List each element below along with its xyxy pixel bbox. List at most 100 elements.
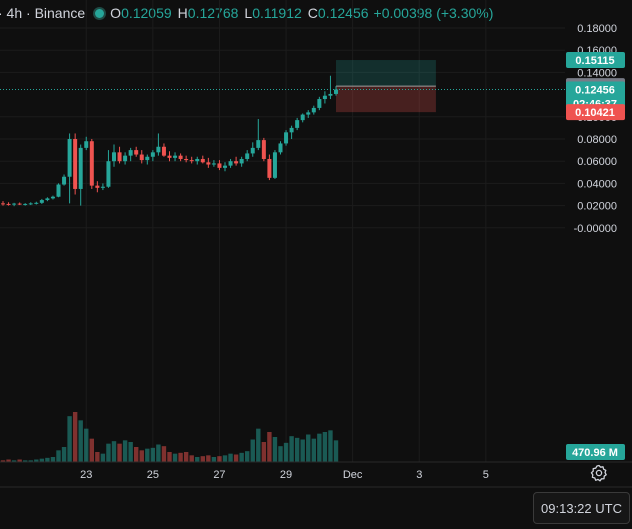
- candle-body: [106, 161, 111, 187]
- volume-bar: [34, 459, 39, 462]
- price-labels: 0.151150.127680.1245602:46:370.10421470.…: [566, 52, 625, 460]
- candle-body: [139, 154, 144, 161]
- candle-body: [311, 107, 316, 113]
- candle-body: [328, 93, 333, 96]
- volume-bar: [145, 448, 150, 462]
- candle-body: [67, 139, 72, 177]
- volume-bar: [289, 436, 294, 462]
- volume-bar: [256, 428, 261, 462]
- utc-clock[interactable]: 09:13:22 UTC: [533, 492, 630, 524]
- volume-bar: [183, 452, 189, 462]
- high-label: H: [177, 5, 188, 21]
- x-tick-label: 5: [483, 469, 489, 481]
- position-tool[interactable]: [0, 60, 565, 113]
- x-tick-label: Dec: [343, 469, 363, 481]
- volume-bar: [311, 438, 316, 462]
- volume-bar: [39, 458, 45, 462]
- volume-bar: [250, 439, 255, 462]
- symbol-interval-exchange[interactable]: · 4h · Binance: [0, 5, 86, 21]
- candle-body: [261, 140, 266, 159]
- x-tick-label: 3: [416, 469, 422, 481]
- y-tick-label: -0.00000: [574, 223, 617, 235]
- y-tick-label: 0.04000: [577, 178, 617, 190]
- candlestick-series[interactable]: [1, 75, 338, 207]
- volume-bar: [134, 447, 139, 462]
- volume-bar: [317, 433, 322, 462]
- change-value: +0.00398 (+3.30%): [373, 5, 494, 21]
- volume-bar: [278, 446, 283, 462]
- open-value: 0.12059: [121, 5, 172, 21]
- volume-bar: [294, 437, 300, 462]
- y-tick-label: 0.02000: [577, 201, 617, 213]
- volume-bar: [17, 459, 22, 462]
- candle-body: [322, 95, 327, 100]
- candle-body: [223, 165, 227, 168]
- volume-bars: [0, 412, 339, 462]
- high-value: 0.12768: [187, 5, 239, 21]
- take-profit-label: 0.15115: [575, 55, 614, 67]
- volume-bar: [272, 437, 278, 462]
- x-tick-label: 23: [80, 469, 92, 481]
- candle-body: [267, 158, 272, 178]
- volume-bar: [167, 452, 172, 462]
- candle-body: [134, 150, 139, 155]
- stop-loss-badge: [566, 104, 625, 121]
- volume-bar: [23, 460, 28, 462]
- candle-body: [73, 139, 78, 189]
- candle-body: [128, 150, 133, 156]
- profit-zone: [336, 60, 436, 87]
- candle-body: [284, 132, 289, 144]
- last-badge: [566, 81, 625, 112]
- volume-bar: [117, 443, 122, 462]
- candle-body: [245, 153, 250, 159]
- volume-bar: [11, 460, 17, 462]
- volume-bar: [283, 442, 289, 462]
- symbol-legend: · 4h · Binance O 0.12059 H 0.12768 L 0.1191…: [0, 0, 560, 26]
- candle-body: [78, 147, 83, 189]
- y-tick-label: 0.08000: [577, 134, 617, 146]
- close-value: 0.12456: [317, 5, 369, 21]
- candle-body: [39, 200, 44, 203]
- candle-body: [228, 161, 233, 166]
- candle-body: [317, 99, 322, 108]
- candle-body: [289, 127, 294, 133]
- volume-bar: [72, 412, 78, 462]
- close-label: C: [307, 5, 318, 21]
- candle-body: [167, 155, 172, 158]
- volume-badge: [566, 444, 625, 460]
- candle-body: [278, 143, 283, 153]
- candle-body: [84, 141, 89, 148]
- volume-bar: [61, 447, 67, 462]
- y-tick-label: 0.14000: [577, 67, 617, 79]
- last-label: 0.12456: [575, 85, 615, 97]
- volume-bar: [28, 460, 33, 462]
- volume-bar: [200, 456, 205, 462]
- volume-bar: [300, 439, 305, 462]
- market-status-icon: [95, 8, 105, 18]
- candle-body: [300, 114, 305, 121]
- volume-bar: [50, 457, 56, 462]
- candle-body: [45, 198, 50, 201]
- candle-body: [117, 152, 122, 162]
- axes: 0.180000.160000.140000.100000.080000.060…: [0, 23, 632, 488]
- volume-bar: [56, 450, 61, 462]
- candle-body: [184, 158, 189, 161]
- settings-gear-icon[interactable]: [590, 464, 608, 482]
- candle-body: [100, 186, 105, 188]
- volume-bar: [228, 453, 233, 462]
- candle-body: [206, 162, 211, 165]
- volume-bar: [267, 432, 272, 462]
- candle-body: [250, 147, 255, 154]
- volume-bar: [261, 442, 267, 462]
- candle-body: [89, 141, 94, 186]
- volume-bar: [128, 442, 133, 462]
- volume-bar: [245, 451, 250, 462]
- volume-label: 470.96 M: [572, 447, 618, 459]
- take-profit-badge: [566, 52, 625, 69]
- x-tick-label: 27: [213, 469, 225, 481]
- loss-zone: [336, 86, 436, 113]
- candle-body: [256, 140, 261, 148]
- volume-bar: [222, 455, 228, 462]
- candle-body: [217, 163, 222, 168]
